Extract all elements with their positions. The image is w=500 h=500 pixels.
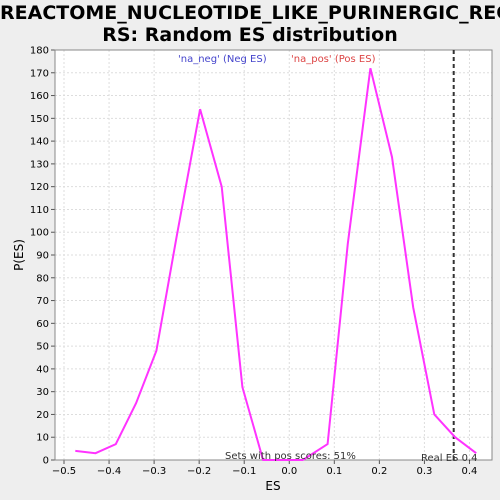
real-es-label: Real ES 0.4 <box>421 453 477 464</box>
x-tick-label: −0.5 <box>52 466 76 477</box>
y-tick-label: 20 <box>36 410 49 421</box>
y-tick-label: 170 <box>30 68 49 79</box>
y-axis-label: P(ES) <box>12 239 26 271</box>
x-tick-label: 0.1 <box>326 466 342 477</box>
y-tick-label: 60 <box>36 319 49 330</box>
grid-lines <box>55 49 492 461</box>
y-tick-label: 110 <box>30 205 49 216</box>
chart-title-line1: REACTOME_NUCLEOTIDE_LIKE_PURINERGIC_RECE… <box>0 2 500 24</box>
y-tick-label: 140 <box>30 137 49 148</box>
y-tick-label: 150 <box>30 114 49 125</box>
y-tick-label: 160 <box>30 91 49 102</box>
series-line <box>75 67 477 461</box>
legend-neg: 'na_neg' (Neg ES) <box>178 54 267 65</box>
x-tick-label: 0.4 <box>462 466 478 477</box>
y-tick-label: 70 <box>36 296 49 307</box>
y-tick-label: 100 <box>30 228 49 239</box>
y-tick-label: 90 <box>36 251 49 262</box>
x-tick-label: −0.3 <box>142 466 166 477</box>
x-tick-label: 0.2 <box>371 466 387 477</box>
y-tick-label: 30 <box>36 387 49 398</box>
y-tick-label: 180 <box>30 46 49 57</box>
y-tick-label: 80 <box>36 273 49 284</box>
y-tick-label: 50 <box>36 342 49 353</box>
x-tick-label: −0.2 <box>187 466 211 477</box>
y-tick-label: 0 <box>43 456 49 467</box>
x-tick-label: 0.3 <box>416 466 432 477</box>
x-axis: −0.5 −0.4 −0.3 −0.2 −0.1 0.0 0.1 0.2 0.3 0.4 <box>52 460 478 477</box>
x-tick-label: −0.4 <box>97 466 121 477</box>
legend-pos: 'na_pos' (Pos ES) <box>291 54 376 65</box>
x-axis-label: ES <box>265 479 280 493</box>
y-axis: 0 10 20 30 40 50 60 70 80 90 100 110 120 130 140 150 160… <box>30 46 55 467</box>
chart-title-line2: RS: Random ES distribution <box>102 24 398 46</box>
y-tick-label: 40 <box>36 364 49 375</box>
y-tick-label: 130 <box>30 159 49 170</box>
x-tick-label: 0.0 <box>281 466 297 477</box>
x-tick-label: −0.1 <box>232 466 256 477</box>
pos-score-annotation: Sets with pos scores: 51% <box>225 451 356 462</box>
y-tick-label: 10 <box>36 433 49 444</box>
y-tick-label: 120 <box>30 182 49 193</box>
